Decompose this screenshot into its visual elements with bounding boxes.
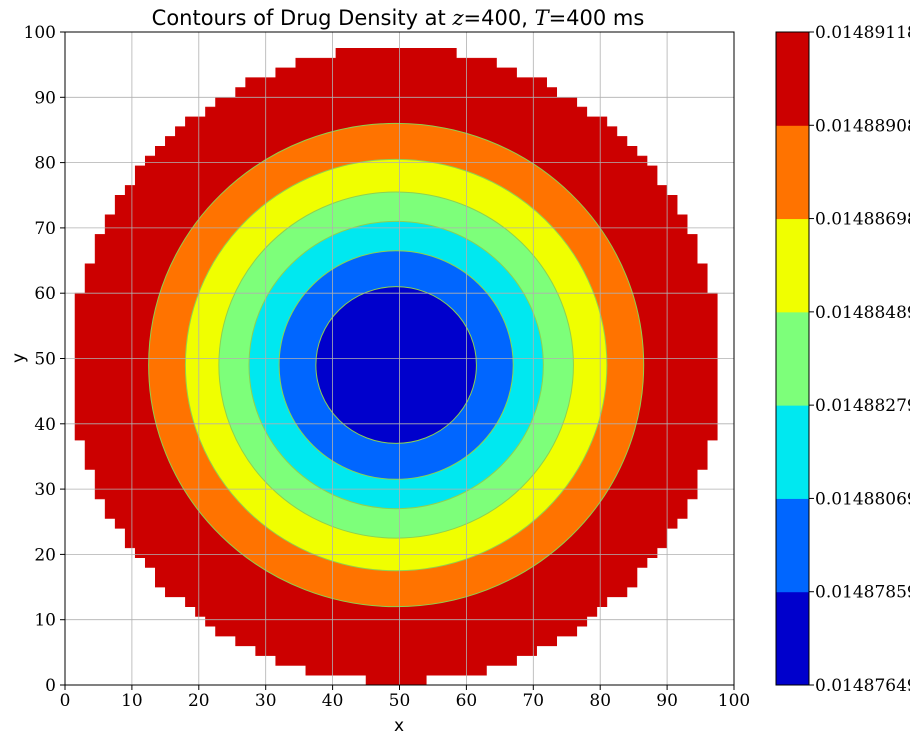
- colorbar-segment: [776, 218, 809, 313]
- colorbar-frame: [775, 31, 810, 686]
- title-z-value: =400,: [464, 6, 535, 30]
- y-tick-label: 60: [34, 284, 56, 304]
- x-tick-label: 30: [255, 691, 277, 711]
- title-z-symbol: z: [451, 6, 464, 30]
- colorbar-tick-label: 0.01487859: [815, 583, 910, 603]
- y-tick-label: 40: [34, 415, 56, 435]
- y-axis-label: y: [9, 353, 29, 363]
- y-tick-label: 100: [24, 23, 56, 43]
- plot-area: [64, 31, 735, 686]
- y-tick-label: 30: [34, 480, 56, 500]
- colorbar-segment: [776, 591, 809, 686]
- y-axis-ticks: 0 10 20 30 40 50 60 70 80 90 100: [24, 23, 65, 696]
- colorbar-segment: [776, 498, 809, 593]
- x-tick-label: 80: [589, 691, 611, 711]
- contour-band-0: [315, 286, 477, 444]
- x-tick-label: 0: [60, 691, 71, 711]
- colorbar-tick-label: 0.01488279: [815, 396, 910, 416]
- title-prefix: Contours of Drug Density at: [152, 6, 453, 30]
- x-tick-label: 50: [389, 691, 411, 711]
- y-tick-label: 10: [34, 611, 56, 631]
- colorbar-tick-label: 0.01488489: [815, 303, 910, 323]
- colorbar: 0.01487649 0.01487859 0.01488069 0.01488279…: [775, 23, 910, 696]
- y-tick-label: 80: [34, 154, 56, 174]
- x-tick-label: 100: [718, 691, 750, 711]
- x-tick-label: 90: [656, 691, 678, 711]
- y-tick-label: 90: [34, 88, 56, 108]
- y-tick-label: 20: [34, 545, 56, 565]
- colorbar-tick-label: 0.01488698: [815, 210, 910, 230]
- x-tick-label: 10: [121, 691, 143, 711]
- colorbar-tick-label: 0.01488908: [815, 116, 910, 136]
- title-t-symbol: T: [535, 6, 551, 30]
- x-axis-label: x: [394, 716, 404, 736]
- colorbar-tick-label: 0.01489118: [815, 23, 910, 43]
- x-tick-label: 20: [188, 691, 210, 711]
- x-tick-label: 40: [322, 691, 344, 711]
- colorbar-segment: [776, 311, 809, 406]
- chart-title: Contours of Drug Density at z=400, T=400…: [152, 6, 645, 30]
- y-tick-label: 50: [34, 350, 56, 370]
- colorbar-segment: [776, 405, 809, 499]
- colorbar-tick-label: 0.01487649: [815, 676, 910, 696]
- colorbar-segment: [776, 125, 809, 220]
- y-tick-label: 0: [45, 676, 56, 696]
- y-tick-label: 70: [34, 219, 56, 239]
- colorbar-segment: [776, 32, 809, 126]
- x-tick-label: 70: [522, 691, 544, 711]
- colorbar-tick-label: 0.01488069: [815, 489, 910, 509]
- title-t-value: =400 ms: [549, 6, 645, 30]
- contour-fills: [74, 48, 718, 686]
- x-tick-label: 60: [456, 691, 478, 711]
- x-axis-ticks: 0 10 20 30 40 50 60 70 80 90 100: [60, 685, 750, 711]
